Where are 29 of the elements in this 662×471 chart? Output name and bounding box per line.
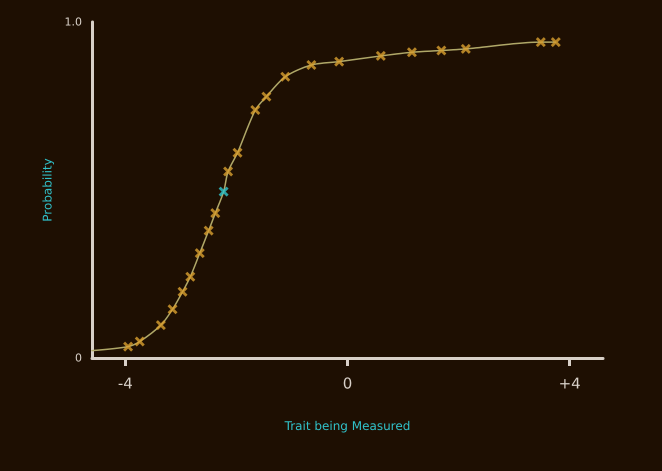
point bbox=[156, 320, 166, 330]
point bbox=[223, 166, 234, 177]
point bbox=[406, 47, 417, 58]
point bbox=[376, 50, 386, 61]
x-tick-label: 0 bbox=[342, 374, 352, 392]
point bbox=[185, 272, 196, 282]
point bbox=[550, 37, 561, 48]
x-axis-title: Trait being Measured bbox=[284, 419, 410, 433]
point bbox=[232, 148, 243, 158]
point bbox=[536, 37, 546, 48]
point bbox=[134, 336, 145, 347]
point bbox=[210, 208, 220, 218]
point bbox=[168, 304, 178, 314]
point bbox=[194, 248, 205, 258]
point bbox=[250, 105, 260, 116]
point bbox=[460, 44, 471, 54]
point bbox=[123, 342, 134, 352]
point bbox=[306, 60, 316, 70]
point bbox=[178, 286, 188, 297]
x-tick-label: -4 bbox=[118, 374, 133, 392]
y-axis-title: Probability bbox=[40, 158, 55, 222]
point bbox=[280, 72, 290, 82]
point bbox=[261, 92, 272, 102]
point bbox=[204, 226, 214, 236]
point bbox=[334, 56, 344, 67]
point bbox=[218, 186, 229, 197]
x-tick-label: +4 bbox=[558, 374, 581, 392]
y-tick-label: 1.0 bbox=[64, 16, 82, 28]
point bbox=[436, 46, 446, 56]
